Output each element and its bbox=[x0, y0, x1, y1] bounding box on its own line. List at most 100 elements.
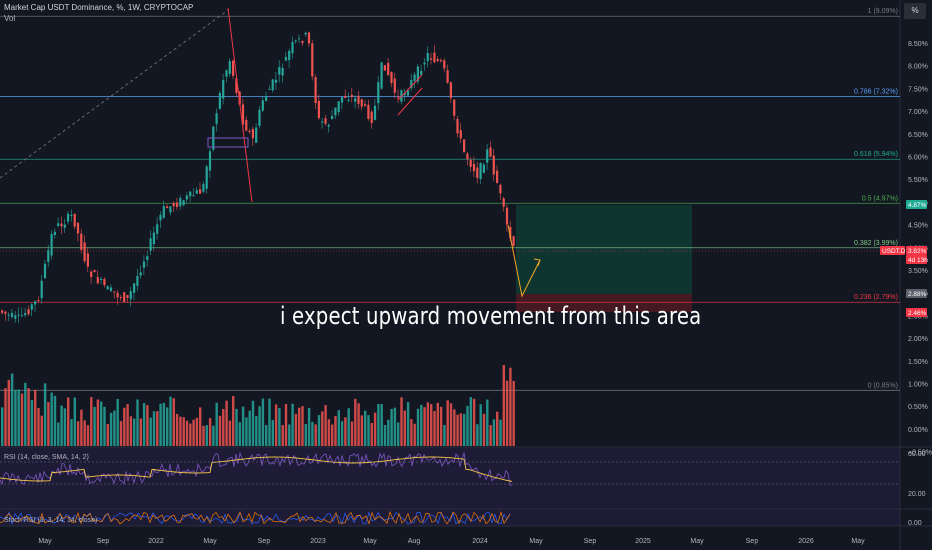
candle-body bbox=[420, 70, 423, 75]
candle-body bbox=[50, 233, 53, 256]
volume-bar bbox=[182, 417, 185, 446]
candle-body bbox=[179, 198, 182, 207]
volume-bar bbox=[76, 421, 80, 446]
volume-bar bbox=[347, 408, 350, 446]
volume-bar bbox=[446, 400, 449, 446]
candle-body bbox=[251, 129, 254, 139]
candle-body bbox=[360, 99, 363, 107]
volume-bar bbox=[505, 380, 509, 446]
candle-body bbox=[86, 253, 89, 267]
price-badge-text: USDT.D bbox=[882, 248, 906, 255]
volume-bar bbox=[123, 407, 126, 446]
volume-bar bbox=[271, 420, 274, 446]
volume-bar bbox=[304, 423, 307, 446]
volume-bar bbox=[340, 421, 344, 446]
volume-bar bbox=[17, 389, 20, 446]
candle-body bbox=[410, 79, 413, 89]
price-tick: 1.00% bbox=[908, 382, 928, 389]
candle-body bbox=[288, 50, 291, 61]
volume-bar bbox=[400, 397, 403, 446]
volume-bar bbox=[314, 424, 317, 446]
time-tick: 2023 bbox=[310, 538, 326, 545]
volume-bar bbox=[60, 405, 63, 446]
candle-body bbox=[73, 213, 76, 227]
volume-bar bbox=[499, 419, 502, 446]
price-tick: 6.00% bbox=[908, 155, 928, 162]
candle-body bbox=[321, 121, 324, 123]
candle-body bbox=[298, 38, 301, 40]
volume-bar bbox=[406, 402, 410, 446]
volume-bar bbox=[199, 407, 202, 446]
candle-body bbox=[175, 202, 179, 207]
candle-body bbox=[225, 70, 228, 77]
candle-body bbox=[60, 223, 63, 227]
volume-bar bbox=[205, 425, 208, 446]
volume-bar bbox=[321, 411, 324, 446]
stoch-tick: 0.00 bbox=[908, 520, 922, 527]
volume-bar bbox=[34, 389, 37, 446]
volume-bar bbox=[456, 414, 459, 446]
candle-body bbox=[311, 43, 314, 77]
percent-scale-button[interactable]: % bbox=[904, 3, 926, 19]
price-badge bbox=[906, 246, 927, 255]
candle-body bbox=[96, 277, 99, 284]
price-tick: 2.00% bbox=[908, 336, 928, 343]
candle-body bbox=[446, 70, 449, 83]
volume-bar bbox=[119, 421, 123, 446]
candle-body bbox=[469, 159, 472, 167]
time-tick: Aug bbox=[408, 538, 421, 545]
candle-body bbox=[232, 60, 235, 76]
volume-bar bbox=[7, 379, 10, 446]
time-tick: 2026 bbox=[798, 538, 814, 545]
time-tick: Sep bbox=[584, 538, 597, 545]
candle-body bbox=[509, 226, 512, 239]
target-zone bbox=[516, 205, 692, 294]
candle-body bbox=[436, 59, 439, 62]
candle-body bbox=[301, 41, 304, 44]
volume-bar bbox=[80, 409, 83, 446]
candle-body bbox=[159, 214, 162, 221]
stop-zone bbox=[516, 294, 692, 312]
volume-bar bbox=[377, 403, 380, 446]
candle-body bbox=[364, 104, 367, 106]
candle-body bbox=[70, 214, 73, 216]
volume-label: Vol bbox=[4, 14, 16, 23]
candle-body bbox=[152, 232, 155, 245]
volume-bar bbox=[241, 406, 245, 446]
volume-bar bbox=[146, 405, 149, 446]
candle-body bbox=[314, 77, 317, 104]
volume-bar bbox=[459, 413, 463, 446]
volume-bar bbox=[90, 397, 93, 446]
candle-body bbox=[502, 198, 505, 207]
fib-label: 0.236 (2.79%) bbox=[854, 294, 898, 301]
candle-body bbox=[93, 270, 96, 273]
fib-label: 0.786 (7.32%) bbox=[854, 89, 898, 96]
fib-label: 1 (9.09%) bbox=[868, 8, 898, 15]
volume-bar bbox=[383, 425, 387, 446]
candle-body bbox=[245, 119, 248, 131]
volume-bar bbox=[1, 407, 4, 446]
candle-body bbox=[208, 151, 212, 171]
fib-label: 0 (0.85%) bbox=[868, 382, 898, 389]
candle-body bbox=[344, 95, 347, 98]
candle-body bbox=[126, 295, 129, 298]
volume-bar bbox=[496, 411, 499, 446]
volume-bar bbox=[24, 382, 27, 446]
candle-body bbox=[307, 32, 311, 44]
candle-body bbox=[192, 195, 195, 197]
volume-bar bbox=[261, 398, 265, 446]
candle-body bbox=[238, 91, 241, 105]
volume-bar bbox=[208, 418, 212, 446]
candle-body bbox=[291, 42, 294, 54]
candle-body bbox=[430, 58, 433, 60]
candle-body bbox=[466, 153, 469, 160]
candle-body bbox=[116, 292, 119, 298]
candle-body bbox=[80, 233, 83, 250]
price-badge-text: 3.82% bbox=[908, 248, 927, 255]
volume-bar bbox=[360, 415, 364, 446]
candle-body bbox=[103, 278, 106, 286]
volume-bar bbox=[103, 406, 106, 446]
candle-body bbox=[76, 222, 80, 234]
candle-body bbox=[453, 99, 456, 116]
